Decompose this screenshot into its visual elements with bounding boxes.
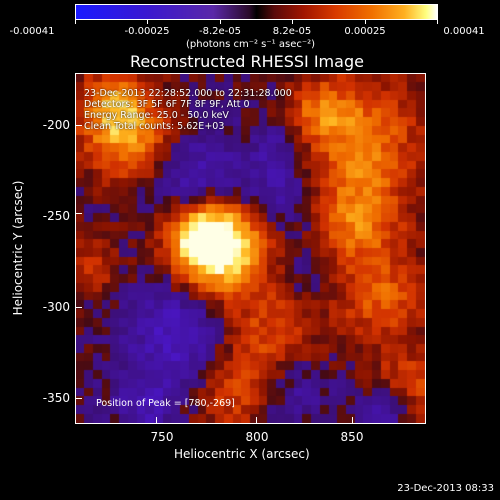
x-tick-label: 750 (150, 430, 174, 444)
colorbar-label: 8.2e-05 (272, 26, 312, 37)
x-tick-label: 800 (245, 430, 269, 444)
x-tick-mark (352, 417, 353, 424)
detectors-annotation: Detectors: 3F 5F 6F 7F 8F 9F, Att 0 (84, 99, 250, 110)
colorbar-tick (220, 20, 221, 24)
y-tick-mark (75, 125, 82, 126)
colorbar-tick (75, 20, 76, 24)
y-tick-label: -250 (42, 209, 70, 223)
colorbar-tick (292, 20, 293, 24)
y-tick-label: -300 (42, 300, 70, 314)
x-axis-label: Heliocentric X (arcsec) (174, 447, 310, 461)
x-tick-label: 850 (340, 430, 364, 444)
colorbar-label: 0.00025 (344, 26, 386, 37)
colorbar-label: -0.00025 (124, 26, 170, 37)
y-tick-mark (75, 213, 82, 214)
y-tick-label: -350 (42, 391, 70, 405)
colorbar-tick (147, 20, 148, 24)
clean-counts-annotation: Clean Total counts: 5.62E+03 (84, 121, 225, 132)
colorbar-tick (437, 20, 438, 24)
time-range-annotation: 23-Dec-2013 22:28:52.000 to 22:31:28.000 (84, 88, 292, 99)
image-title: Reconstructed RHESSI Image (130, 52, 364, 71)
y-axis-label: Heliocentric Y (arcsec) (11, 180, 25, 316)
colorbar-units: (photons cm⁻² s⁻¹ asec⁻²) (186, 39, 316, 50)
render-timestamp: 23-Dec-2013 08:33 (397, 483, 494, 494)
colorbar-tick (365, 20, 366, 24)
colorbar-label: -0.00041 (9, 26, 55, 37)
x-tick-mark (256, 417, 257, 424)
x-tick-mark (156, 417, 157, 424)
rhessi-image-map (76, 74, 425, 423)
y-tick-mark (75, 398, 82, 399)
peak-position-annotation: Position of Peak = [780,-269] (96, 398, 235, 409)
colorbar (75, 4, 438, 20)
colorbar-label: 0.00041 (443, 26, 485, 37)
energy-range-annotation: Energy Range: 25.0 - 50.0 keV (84, 110, 229, 121)
colorbar-label: -8.2e-05 (199, 26, 241, 37)
y-tick-mark (75, 307, 82, 308)
y-tick-label: -200 (42, 118, 70, 132)
rhessi-image-panel: 23-Dec-2013 22:28:52.000 to 22:31:28.000… (75, 73, 426, 424)
